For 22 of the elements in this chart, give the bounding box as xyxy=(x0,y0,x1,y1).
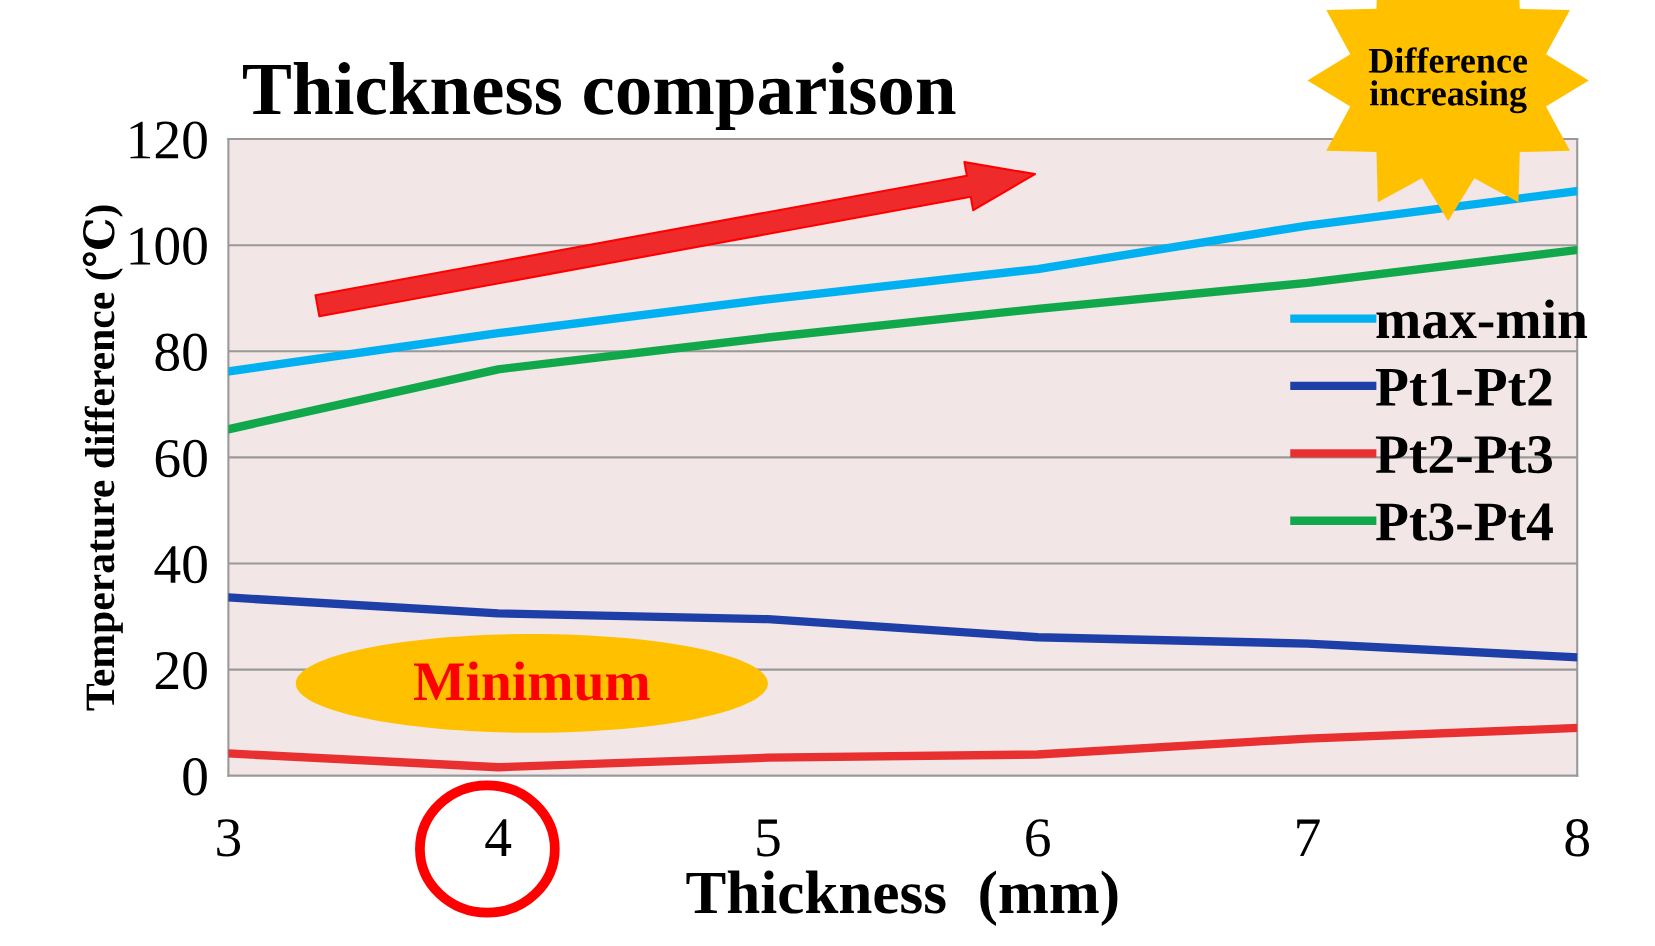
x-tick-label: 7 xyxy=(1297,819,1320,856)
legend-label: Pt3-Pt4 xyxy=(1375,503,1553,541)
x-tick-label: 8 xyxy=(1565,818,1589,857)
legend-label: Pt1-Pt2 xyxy=(1375,368,1552,406)
x-axis-title: Thickness (mm) xyxy=(686,870,1118,926)
x-tick-label: 5 xyxy=(757,819,780,857)
x-tick-label: 4 xyxy=(485,819,512,856)
x-tick-label: 3 xyxy=(217,819,241,857)
legend-label: max-min xyxy=(1376,299,1588,339)
legend-label: Pt2-Pt3 xyxy=(1375,435,1553,474)
y-tick-label: 60 xyxy=(155,439,207,478)
x-tick-label: 6 xyxy=(1026,819,1050,857)
y-tick-label: 20 xyxy=(155,651,207,690)
y-tick-label: 0 xyxy=(183,758,207,796)
y-tick-label: 120 xyxy=(130,121,207,159)
y-tick-label: 80 xyxy=(155,333,207,372)
y-tick-label: 40 xyxy=(154,545,207,584)
y-tick-label: 100 xyxy=(130,227,207,265)
text: Difference increasing xyxy=(1368,47,1528,114)
annotation: Minimum xyxy=(414,661,650,701)
y-axis-title: Temperature difference (℃) xyxy=(82,205,123,711)
chart-title: Thickness comparison xyxy=(243,62,956,131)
